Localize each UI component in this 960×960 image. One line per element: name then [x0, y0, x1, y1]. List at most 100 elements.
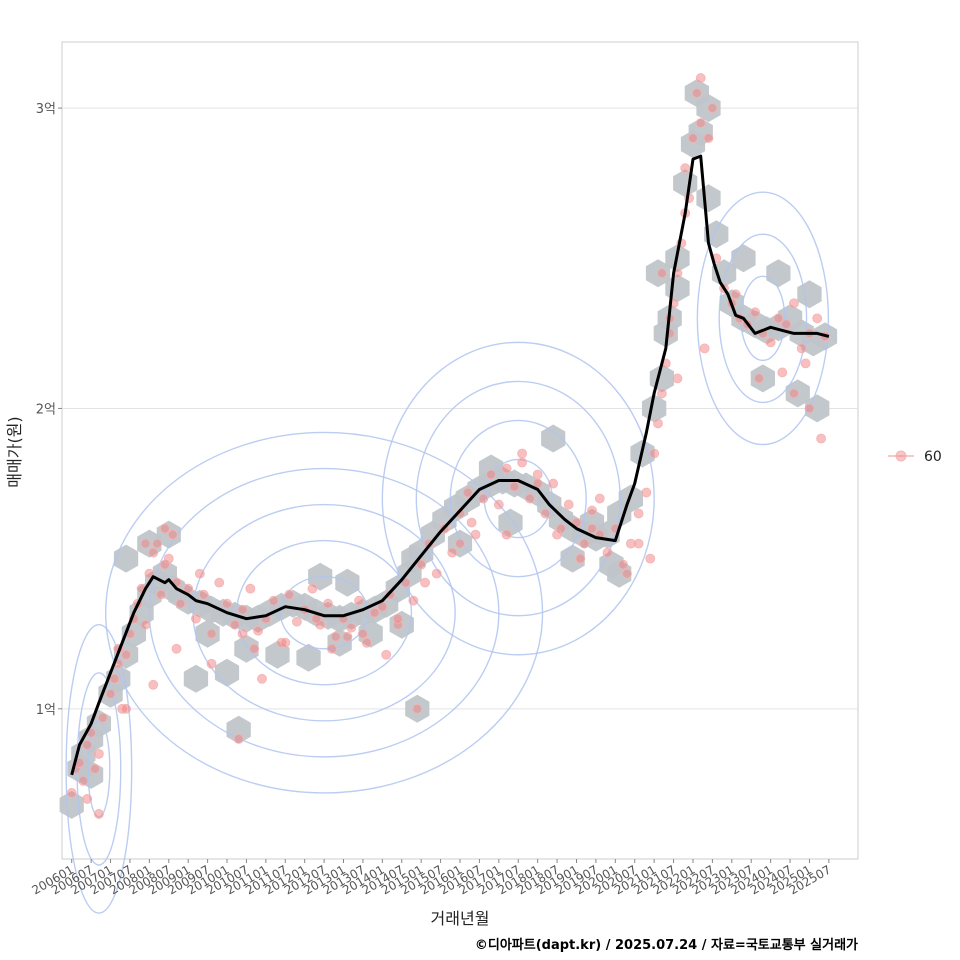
scatter-point [284, 589, 295, 600]
scatter-point [532, 469, 543, 480]
hexbin-cell [113, 544, 139, 573]
scatter-point [66, 788, 77, 798]
hexbin-cell [296, 643, 321, 672]
hexbin-layer [59, 79, 838, 819]
scatter-point [323, 598, 333, 609]
density-contour [236, 539, 413, 686]
legend: 60 [888, 449, 942, 465]
scatter-point [478, 493, 489, 504]
scatter-point [268, 595, 279, 606]
scatter-point [796, 343, 807, 354]
scatter-point [645, 553, 656, 564]
scatter-points [66, 73, 830, 819]
y-axis-title: 매매가(원) [5, 416, 24, 487]
scatter-point [245, 583, 256, 594]
trend-line-layer [70, 154, 830, 776]
scatter-point [447, 547, 458, 558]
scatter-point [524, 493, 535, 504]
scatter-point [470, 529, 481, 540]
scatter-point [148, 547, 159, 558]
scatter-point [707, 103, 718, 113]
scatter-point [633, 538, 644, 549]
scatter-point [90, 763, 100, 774]
hexbin-cell [265, 640, 290, 669]
scatter-point [420, 577, 430, 588]
scatter-point [167, 529, 178, 540]
density-contour [65, 624, 133, 914]
scatter-point [369, 607, 380, 618]
scatter-point [540, 508, 551, 519]
hexbin-cell [498, 508, 523, 537]
scatter-point [97, 712, 108, 723]
hexbin-cell [704, 220, 729, 249]
scatter-point [688, 133, 698, 144]
x-axis-title: 거래년월 [431, 909, 490, 928]
scatter-point [633, 508, 644, 519]
scatter-point [816, 433, 827, 444]
scatter-point [789, 298, 799, 309]
scatter-point [548, 478, 559, 489]
scatter-point [346, 622, 357, 633]
scatter-point [804, 403, 815, 414]
scatter-point [206, 658, 217, 669]
y-axis-ticks: 1억 2억 3억 [36, 102, 62, 718]
scatter-point [594, 493, 605, 504]
density-contour [192, 503, 456, 722]
scatter-point [280, 637, 291, 648]
scatter-point [455, 538, 465, 549]
scatter-point [214, 577, 225, 588]
scatter-point [144, 568, 155, 579]
scatter-point [517, 457, 528, 468]
scatter-point [82, 794, 93, 804]
y-tick-label: 1억 [36, 703, 56, 718]
scatter-point [233, 733, 244, 744]
scatter-point [754, 373, 764, 384]
scatter-point [649, 448, 660, 459]
density-contour [449, 419, 587, 578]
scatter-point [175, 598, 186, 609]
scatter-point [703, 133, 714, 144]
scatter-point [121, 703, 131, 714]
scatter-point [653, 418, 663, 429]
scatter-point [156, 589, 166, 600]
y-tick-label: 2억 [36, 402, 56, 417]
scatter-point [237, 604, 248, 615]
scatter-point [159, 523, 170, 534]
scatter-point [249, 643, 260, 654]
scatter-point [198, 589, 209, 600]
density-contour [718, 233, 808, 404]
scatter-point [121, 649, 131, 660]
hexbin-cell [478, 454, 504, 483]
scatter-point [109, 673, 120, 684]
density-contour [381, 341, 655, 656]
hexbin-cell [541, 424, 566, 453]
scatter-point [750, 307, 761, 318]
scatter-point [579, 538, 590, 549]
scatter-point [466, 517, 477, 528]
scatter-point [765, 337, 776, 348]
hexbin-cell [560, 544, 585, 573]
scatter-point [691, 88, 702, 98]
x-axis-ticks: 2006012006072007012007072008012008072009… [30, 859, 833, 898]
source-caption: ©디아파트(dapt.kr) / 2025.07.24 / 자료=국토교통부 실… [474, 938, 858, 953]
scatter-point [140, 538, 151, 549]
scatter-point [501, 463, 512, 474]
scatter-point [501, 529, 512, 540]
legend-label: 60 [924, 449, 942, 465]
scatter-point [695, 118, 706, 128]
scatter-point [622, 568, 632, 579]
trend-line [70, 154, 830, 776]
scatter-point [699, 343, 710, 354]
density-contour [415, 380, 621, 617]
scatter-point [587, 523, 597, 534]
scatter-point [140, 619, 151, 630]
scatter-point [330, 631, 341, 642]
scatter-point [400, 577, 411, 588]
scatter-point [342, 631, 353, 642]
scatter-point [493, 499, 504, 510]
scatter-point [148, 679, 159, 690]
scatter-point [354, 595, 364, 606]
hexbin-cell [234, 634, 259, 663]
scatter-point [93, 748, 104, 759]
scatter-point [812, 313, 823, 324]
